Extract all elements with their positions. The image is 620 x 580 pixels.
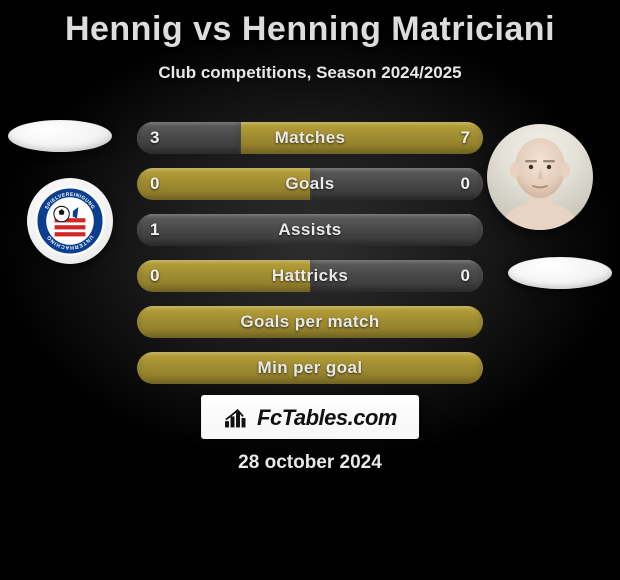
stat-right-value: 0 [448, 260, 483, 292]
stat-right-value: 7 [448, 122, 483, 154]
bars-icon [223, 407, 249, 429]
right-player-photo [487, 124, 593, 230]
stat-bar: 37Matches [137, 122, 483, 154]
stat-bar: 00Goals [137, 168, 483, 200]
stat-left-value: 0 [137, 168, 172, 200]
stat-left-value: 3 [137, 122, 172, 154]
watermark: FcTables.com [201, 395, 419, 439]
watermark-text: FcTables.com [257, 405, 397, 431]
page-title: Hennig vs Henning Matriciani [0, 0, 620, 49]
right-club-oval [508, 257, 612, 289]
stat-bars: 37Matches00Goals1Assists00HattricksGoals… [137, 122, 483, 398]
stat-left-value: 1 [137, 214, 172, 246]
date: 28 october 2024 [0, 452, 620, 474]
subtitle: Club competitions, Season 2024/2025 [0, 63, 620, 83]
stat-bar: Goals per match [137, 306, 483, 338]
stat-bar: 00Hattricks [137, 260, 483, 292]
stat-left-value: 0 [137, 260, 172, 292]
stat-right-value: 0 [448, 168, 483, 200]
left-club-badge: SPIELVEREINIGUNG UNTERHACHING [27, 178, 113, 264]
stat-bar: Min per goal [137, 352, 483, 384]
left-player-oval [8, 120, 112, 152]
stat-bar: 1Assists [137, 214, 483, 246]
club-crest-icon: SPIELVEREINIGUNG UNTERHACHING [35, 186, 105, 256]
player-bust-icon [487, 124, 593, 230]
